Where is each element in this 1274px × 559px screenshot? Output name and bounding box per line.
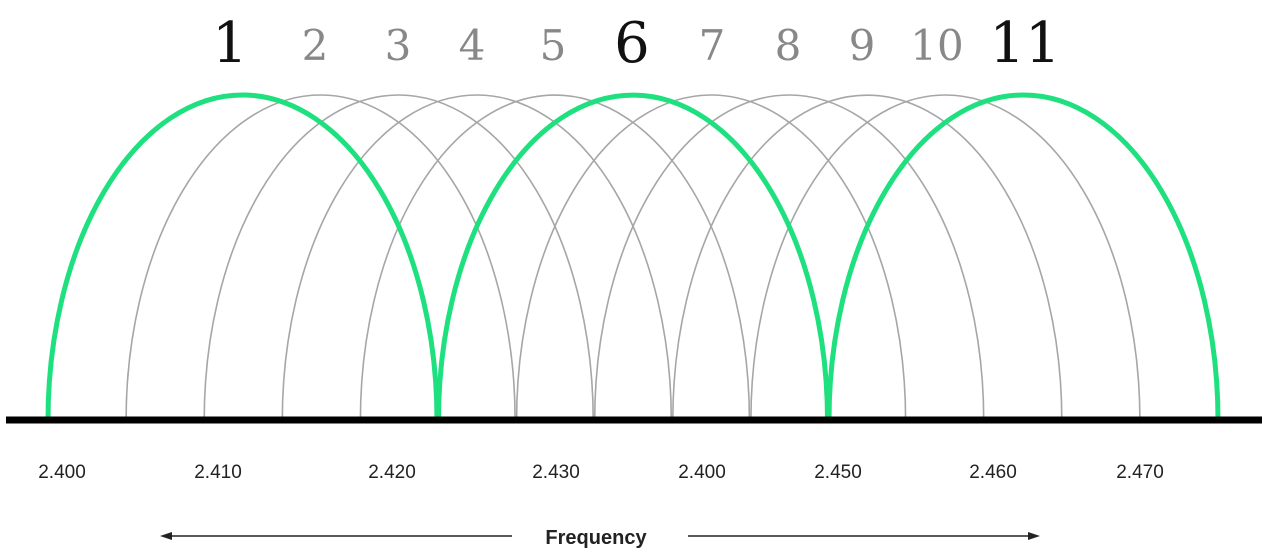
channel-arc-highlighted — [45, 92, 440, 421]
channel-arc — [359, 94, 751, 421]
frequency-label: 2.420 — [368, 462, 416, 483]
green-arcs — [45, 92, 1221, 421]
channel-label: 1 — [212, 11, 248, 76]
frequency-label: 2.460 — [969, 462, 1017, 483]
channel-arc — [281, 94, 673, 421]
channel-label: 2 — [302, 21, 329, 70]
arrow-right — [688, 532, 1040, 540]
frequency-label: 2.470 — [1116, 462, 1164, 483]
channel-label: 8 — [775, 21, 802, 70]
channel-label: 11 — [989, 11, 1060, 76]
channel-label: 10 — [910, 21, 963, 70]
gray-arcs — [125, 94, 1141, 421]
channel-label: 6 — [614, 11, 650, 76]
frequency-label: 2.400 — [678, 462, 726, 483]
channel-label: 3 — [385, 21, 412, 70]
axis-label: Frequency — [545, 527, 647, 549]
channel-arc — [750, 94, 1141, 421]
frequency-label: 2.400 — [38, 462, 86, 483]
channel-arc-highlighted — [436, 92, 830, 421]
channel-arc — [203, 94, 594, 421]
channel-label: 9 — [849, 21, 876, 70]
channel-label: 4 — [459, 21, 486, 70]
channel-arc — [593, 94, 985, 421]
channel-arc — [515, 94, 907, 421]
channel-arc — [672, 94, 1063, 421]
arrow-left — [160, 532, 512, 540]
channel-arc — [125, 94, 516, 421]
frequency-label: 2.410 — [194, 462, 242, 483]
frequency-label: 2.430 — [532, 462, 580, 483]
channel-arc-highlighted — [826, 92, 1221, 421]
frequency-label: 2.450 — [814, 462, 862, 483]
channel-label: 7 — [699, 21, 726, 70]
channel-label: 5 — [540, 21, 567, 70]
